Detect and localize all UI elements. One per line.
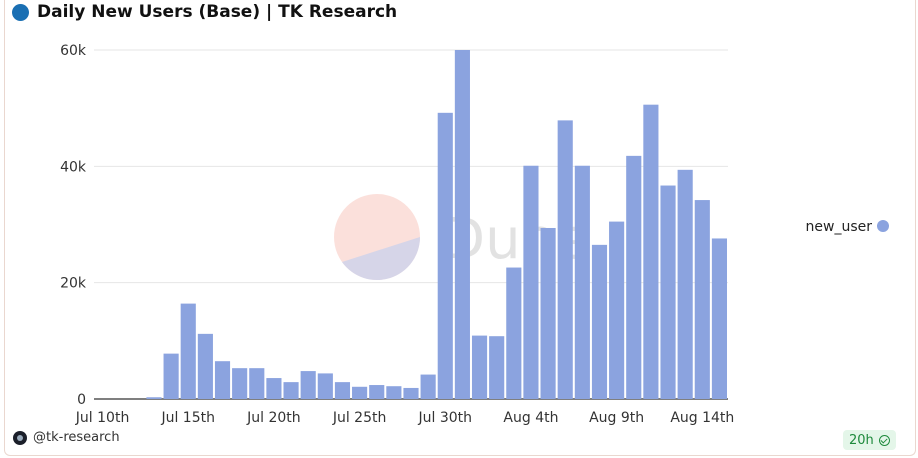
dune-logo-lower-icon [342, 237, 420, 281]
bar[interactable] [334, 382, 351, 399]
bar[interactable] [249, 368, 265, 399]
refresh-badge-text: 20h [849, 432, 874, 448]
legend-dot-icon [877, 220, 889, 232]
bar[interactable] [403, 387, 419, 399]
y-tick-label: 40k [60, 159, 87, 175]
bar[interactable] [300, 371, 316, 399]
bar[interactable] [471, 335, 488, 399]
x-tick-label: Jul 10th [75, 410, 130, 426]
legend[interactable]: new_user [806, 219, 889, 235]
x-tick-label: Aug 9th [589, 410, 644, 426]
footer-author[interactable]: @tk-research [13, 430, 120, 445]
bar[interactable] [232, 368, 248, 399]
title-dot-icon [12, 3, 29, 21]
bar[interactable] [626, 155, 642, 399]
bar[interactable] [609, 221, 625, 399]
bar[interactable] [660, 185, 676, 399]
y-axis: 0 20k 40k 60k [60, 43, 87, 408]
bar[interactable] [386, 386, 402, 399]
x-tick-label: Jul 20th [246, 410, 301, 426]
bar[interactable] [506, 267, 522, 399]
chart-title: Daily New Users (Base) | TK Research [37, 2, 398, 22]
bar[interactable] [163, 353, 179, 399]
chart-card [4, 0, 916, 456]
bar[interactable] [266, 378, 282, 399]
bar[interactable] [454, 50, 470, 399]
y-tick-label: 0 [77, 392, 86, 408]
bar[interactable] [352, 386, 368, 399]
legend-label: new_user [806, 219, 873, 235]
bars [146, 50, 727, 400]
bar[interactable] [420, 374, 436, 399]
bar[interactable] [643, 104, 659, 399]
bar[interactable] [523, 165, 539, 399]
bar[interactable] [591, 244, 608, 399]
y-tick-label: 20k [60, 276, 87, 292]
x-tick-label: Jul 30th [418, 410, 473, 426]
chart-header: Daily New Users (Base) | TK Research [12, 2, 397, 22]
x-axis: Jul 10th Jul 15th Jul 20th Jul 25th Jul 30th… [75, 410, 734, 426]
bar[interactable] [694, 200, 710, 399]
x-tick-label: Aug 4th [503, 410, 558, 426]
check-circle-icon [878, 434, 890, 446]
bar[interactable] [197, 333, 213, 399]
x-tick-label: Jul 25th [332, 410, 387, 426]
x-tick-label: Jul 15th [160, 410, 215, 426]
bar[interactable] [574, 165, 590, 399]
bar[interactable] [369, 385, 385, 399]
bar[interactable] [557, 120, 573, 400]
bar[interactable] [283, 382, 299, 399]
bar[interactable] [540, 227, 556, 399]
y-tick-label: 60k [60, 43, 87, 59]
bar[interactable] [180, 303, 196, 399]
author-name: @tk-research [33, 430, 120, 445]
avatar [13, 430, 27, 445]
bar[interactable] [317, 373, 333, 399]
bar[interactable] [214, 361, 231, 399]
bar[interactable] [437, 112, 453, 399]
bar[interactable] [146, 397, 162, 399]
bar[interactable] [711, 238, 727, 399]
x-tick-label: Aug 14th [670, 410, 734, 426]
bar[interactable] [677, 169, 693, 399]
bar[interactable] [489, 336, 505, 399]
refresh-badge[interactable]: 20h [843, 430, 896, 450]
